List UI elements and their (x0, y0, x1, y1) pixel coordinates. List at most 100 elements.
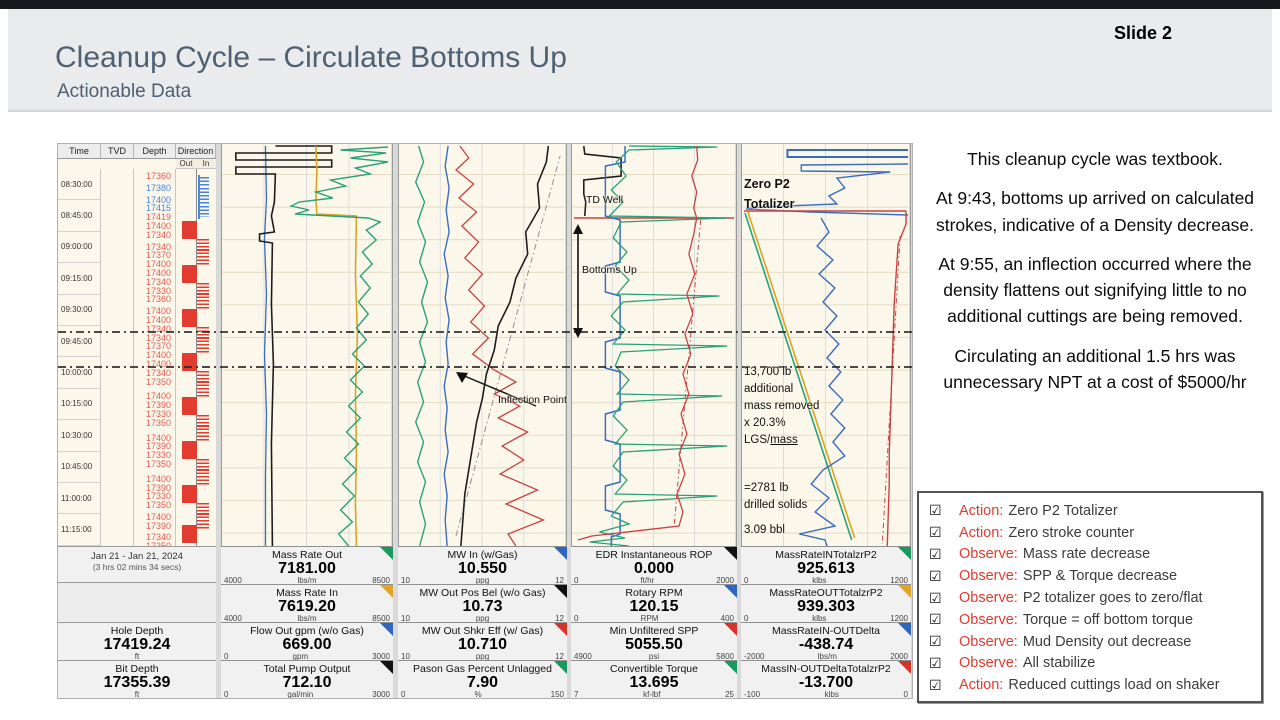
checked-checkbox-icon[interactable]: ☑ (929, 545, 942, 562)
readout-cell: Mass Rate In 7619.20 4000 lbs/m 8500 (221, 584, 393, 622)
readout-cell: Convertible Torque 13.695 7 kf-lbf 25 (571, 660, 737, 698)
time-tick: 10:30:00 (58, 420, 100, 452)
bottoms-up-annotation: Bottoms Up (582, 264, 637, 276)
curve-totalizer-in (744, 212, 853, 541)
depth-value: 17340 (145, 241, 171, 252)
direction-out-block (182, 265, 197, 283)
narrative-text: This cleanup cycle was textbook. At 9:43,… (912, 146, 1278, 408)
curve-rop (582, 145, 622, 217)
readout-cell: MassRateIN-OUTDelta -438.74 -2000 lbs/m 20… (741, 622, 911, 660)
time-column: 08:30:00 08:45:00 09:00:00 09:15:00 09:30:00… (58, 169, 101, 546)
checklist-prefix: Action: (959, 677, 1004, 694)
track-drilling-mechanics (571, 144, 737, 546)
time-column-header: Time (58, 144, 101, 158)
depth-value: 17390 (145, 482, 171, 493)
checked-checkbox-icon[interactable]: ☑ (929, 611, 942, 628)
depth-value: 17350 (145, 417, 171, 428)
depth-value: 17340 (145, 276, 171, 287)
depth-value: 17340 (145, 332, 171, 343)
page-subtitle: Actionable Data (57, 81, 192, 102)
lgs-mass-line: LGS/mass (744, 434, 798, 446)
note-line: =2781 lb (744, 482, 789, 494)
depth-value: 17380 (145, 182, 171, 193)
checked-checkbox-icon[interactable]: ☑ (929, 524, 942, 541)
depth-value: 17340 (145, 367, 171, 378)
note-line: mass removed (744, 400, 820, 412)
threshold-corner-icon (724, 661, 737, 674)
page-title: Cleanup Cycle – Circulate Bottoms Up (55, 41, 567, 74)
depth-value: 17400 (145, 358, 171, 369)
checklist-text: Zero stroke counter (1008, 524, 1135, 541)
time-tick: 11:15:00 (58, 514, 100, 546)
curve-p2-reset (786, 149, 909, 158)
time-tick: 09:45:00 (58, 326, 100, 358)
edr-left-columns: 08:30:00 08:45:00 09:00:00 09:15:00 09:30:00… (58, 169, 216, 546)
checklist-row: ☑ Observe: P2 totalizer goes to zero/fla… (929, 587, 1261, 609)
direction-in-comb (197, 415, 209, 441)
note-line: additional (744, 383, 794, 395)
direction-out-block (182, 353, 197, 371)
checklist-prefix: Observe: (959, 633, 1018, 650)
readout-cell: Flow Out gpm (w/o Gas) 669.00 0 gpm 3000 (221, 622, 393, 660)
checklist-row: ☑ Observe: Torque = off bottom torque (929, 609, 1261, 631)
curve-torque (589, 145, 728, 546)
top-accent-bar (0, 0, 1280, 9)
checklist-prefix: Observe: (959, 611, 1018, 628)
depth-value: 17360 (145, 294, 171, 305)
checked-checkbox-icon[interactable]: ☑ (929, 502, 942, 519)
curve-spp (577, 145, 699, 541)
depth-value: 17390 (145, 400, 171, 411)
threshold-corner-icon (898, 661, 911, 674)
depth-value: 17419 (145, 212, 171, 223)
action-checklist: ☑ Action: Zero P2 Totalizer ☑ Action: Ze… (917, 491, 1263, 703)
time-tick: 08:45:00 (58, 200, 100, 232)
narrative-paragraph: This cleanup cycle was textbook. (967, 149, 1223, 169)
subheader-fill (58, 159, 176, 169)
threshold-corner-icon (380, 547, 393, 560)
depth-value: 17330 (145, 408, 171, 419)
density-trend-line (455, 155, 561, 537)
bit-depth-readout: Bit Depth 17355.39 ft (58, 660, 216, 698)
note-line: 13,700 lb (744, 366, 792, 378)
checklist-prefix: Observe: (959, 568, 1018, 585)
direction-out-block (182, 221, 197, 239)
checked-checkbox-icon[interactable]: ☑ (929, 676, 942, 693)
depth-value: 17350 (145, 500, 171, 511)
readout-cell: Rotary RPM 120.15 0 RPM 400 (571, 584, 737, 622)
checklist-text: All stabilize (1022, 655, 1096, 672)
checked-checkbox-icon[interactable]: ☑ (929, 654, 942, 671)
curve-pump-output (235, 145, 333, 546)
threshold-corner-icon (898, 547, 911, 560)
curve-mass-rate-in (315, 145, 359, 546)
readout-cell: MassRateOUTTotalzrP2 939.303 0 klbs 1200 (741, 584, 911, 622)
readout-cell: Pason Gas Percent Unlagged 7.90 0% 150 (398, 660, 567, 698)
time-tick: 10:15:00 (58, 389, 100, 421)
depth-value: 17340 (145, 532, 171, 543)
readout-cell: Min Unfiltered SPP 5055.50 4900 psi 5800 (571, 622, 737, 660)
checked-checkbox-icon[interactable]: ☑ (929, 589, 942, 606)
checklist-row: ☑ Observe: All stabilize (929, 653, 1261, 675)
checked-checkbox-icon[interactable]: ☑ (929, 567, 942, 584)
time-tick: 08:30:00 (58, 169, 100, 201)
date-range-cell: Jan 21 - Jan 21, 2024 (3 hrs 02 mins 34 … (58, 546, 216, 582)
header-band: Slide 2 Cleanup Cycle – Circulate Bottom… (8, 9, 1272, 112)
readouts-mud-weights: MW In (w/Gas) 10.550 10 ppg 12 MW Out Pos … (398, 546, 567, 698)
depth-value: 17330 (145, 285, 171, 296)
direction-subheader: Out In (176, 159, 216, 169)
depth-value: 17400 (145, 432, 171, 443)
depth-value: 17350 (146, 542, 171, 546)
threshold-corner-icon (380, 661, 393, 674)
depth-column-header: Depth (134, 144, 176, 158)
duration: (3 hrs 02 mins 34 secs) (92, 562, 182, 572)
checklist-row: ☑ Observe: Mud Density out decrease (929, 631, 1261, 653)
checklist-prefix: Observe: (959, 655, 1018, 672)
checked-checkbox-icon[interactable]: ☑ (929, 633, 942, 650)
inflection-arrow (456, 372, 537, 407)
bbl-note: 3.09 bbl (744, 524, 785, 536)
depth-value: 17340 (145, 229, 171, 240)
checklist-row: ☑ Action: Zero stroke counter (929, 522, 1261, 544)
direction-in-comb (197, 503, 209, 529)
readout-cell: Mass Rate Out 7181.00 4000 lbs/m 8500 (221, 546, 393, 584)
readouts-totalizers: MassRateINTotalzrP2 925.613 0 klbs 1200 Ma… (741, 546, 911, 698)
direction-out-block (182, 485, 197, 503)
